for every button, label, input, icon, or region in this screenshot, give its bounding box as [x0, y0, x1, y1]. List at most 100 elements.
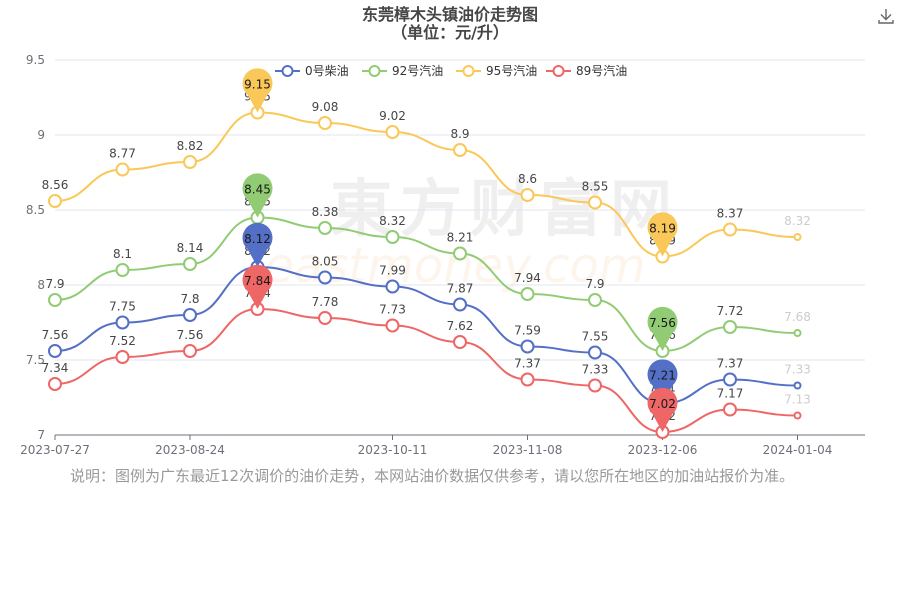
data-label: 7.34	[42, 361, 69, 375]
data-label: 7.78	[312, 295, 339, 309]
data-point	[453, 335, 467, 349]
data-point	[793, 381, 802, 390]
max-marker-2: 9.15	[242, 68, 273, 113]
legend-marker	[552, 65, 565, 77]
data-label: 9.08	[312, 100, 339, 114]
data-point	[318, 270, 332, 285]
data-point	[385, 230, 400, 244]
data-label: 7.72	[717, 304, 744, 318]
data-point	[723, 372, 737, 387]
data-label: 8.21	[447, 231, 474, 245]
y-tick-label: 9.5	[26, 53, 45, 67]
data-point	[115, 263, 130, 277]
data-point	[520, 372, 535, 387]
x-tick-label: 2023-08-24	[155, 443, 225, 457]
legend-label: 89号汽油	[576, 63, 627, 78]
legend-label: 0号柴油	[305, 64, 349, 78]
min-marker-3: 7.02	[647, 387, 678, 432]
data-label: 7.13	[784, 393, 811, 407]
data-point	[115, 162, 130, 177]
data-label: 7.37	[514, 357, 541, 371]
max-marker-1-shape	[242, 173, 273, 218]
x-tick-label: 2023-07-27	[20, 443, 90, 457]
data-point	[48, 377, 62, 391]
min-marker-2-label: 8.19	[649, 222, 676, 236]
legend-marker	[281, 65, 294, 77]
data-label: 7.17	[717, 387, 744, 401]
data-label: 9.02	[379, 109, 406, 123]
data-label: 7.52	[109, 334, 136, 348]
data-label: 8.14	[177, 241, 204, 255]
data-point	[48, 194, 62, 208]
data-point	[723, 222, 737, 237]
data-point	[793, 233, 802, 241]
data-point	[183, 257, 197, 271]
min-marker-2: 8.19	[647, 212, 678, 257]
data-label: 7.94	[514, 271, 541, 285]
data-point	[588, 293, 602, 307]
x-tick-label: 2023-10-11	[358, 443, 428, 457]
data-point	[385, 125, 400, 139]
data-label: 8.05	[312, 255, 339, 269]
download-icon[interactable]	[876, 6, 896, 26]
y-tick-label: 7	[37, 428, 45, 442]
legend-marker	[368, 65, 381, 77]
y-tick-label: 7.5	[26, 353, 45, 367]
max-marker-0-label: 8.12	[244, 232, 271, 246]
data-point	[453, 297, 467, 312]
min-marker-1-label: 7.56	[649, 316, 676, 330]
legend-label: 92号汽油	[392, 63, 443, 78]
data-label: 7.56	[42, 328, 69, 342]
data-point	[385, 318, 400, 333]
min-marker-2-shape	[647, 212, 678, 257]
data-point	[385, 279, 400, 294]
data-point	[318, 221, 332, 235]
data-label: 7.9	[585, 277, 604, 291]
max-marker-2-label: 9.15	[244, 78, 271, 92]
y-tick-label: 8.5	[26, 203, 45, 217]
chart-subtitle: （单位：元/升）	[391, 23, 509, 42]
min-marker-0-shape	[647, 359, 678, 404]
data-label: 8.32	[379, 214, 406, 228]
data-label: 7.99	[379, 264, 406, 278]
data-point	[520, 287, 535, 301]
data-label: 7.87	[447, 282, 474, 296]
data-label: 7.8	[180, 292, 199, 306]
data-label: 8.55	[582, 180, 609, 194]
data-label: 7.33	[784, 363, 811, 377]
max-marker-1-label: 8.45	[244, 183, 271, 197]
min-marker-0: 7.21	[647, 359, 678, 404]
series-line-3	[54, 307, 798, 434]
data-label: 8.6	[518, 172, 537, 186]
data-label: 8.56	[42, 178, 69, 192]
x-tick-label: 2024-01-04	[763, 443, 833, 457]
min-marker-1-shape	[647, 306, 678, 351]
max-marker-0-shape	[242, 222, 273, 267]
min-marker-3-label: 7.02	[649, 397, 676, 411]
chart-title: 东莞樟木头镇油价走势图	[362, 5, 538, 24]
data-point	[318, 311, 332, 325]
data-label: 8.1	[113, 247, 132, 261]
data-point	[183, 308, 197, 322]
data-label: 7.68	[784, 310, 811, 324]
data-label: 7.75	[109, 300, 136, 314]
data-label: 8.37	[717, 207, 744, 221]
data-label: 8.38	[312, 205, 339, 219]
max-marker-0: 8.12	[242, 222, 273, 267]
data-point	[453, 143, 467, 157]
x-tick-label: 2023-11-08	[493, 443, 563, 457]
data-label: 8.32	[784, 214, 811, 228]
data-label: 7.59	[514, 324, 541, 338]
data-label: 7.9	[45, 277, 64, 291]
legend-marker	[462, 65, 475, 77]
data-point	[318, 116, 332, 130]
max-marker-3-shape	[242, 264, 273, 309]
data-point	[520, 339, 535, 354]
data-label: 7.62	[447, 319, 474, 333]
data-label: 8.77	[109, 147, 136, 161]
max-marker-3: 7.84	[242, 264, 273, 309]
max-marker-2-shape	[242, 68, 273, 113]
max-marker-3-label: 7.84	[244, 274, 271, 288]
legend-label: 95号汽油	[486, 63, 537, 78]
